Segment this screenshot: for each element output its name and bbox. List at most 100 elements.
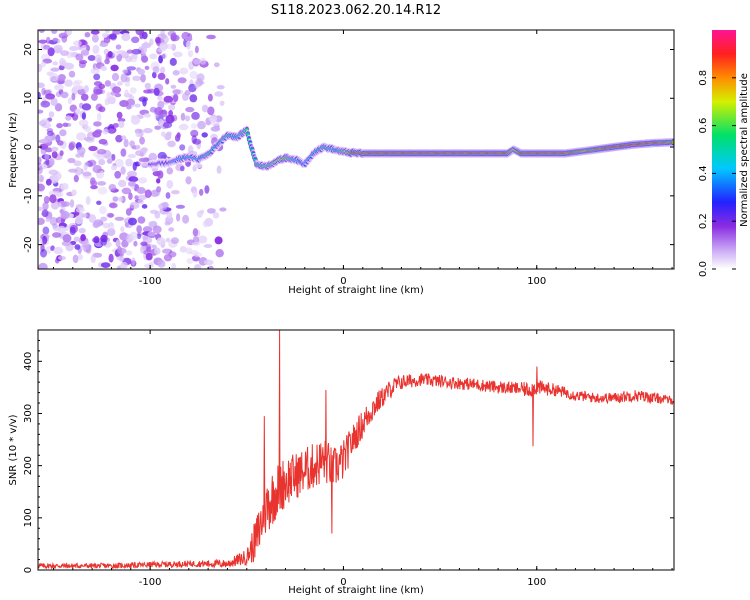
- noise-speckle: [185, 247, 193, 255]
- noise-speckle: [167, 140, 176, 148]
- spectrogram-xlabel: Height of straight line (km): [288, 285, 424, 296]
- noise-speckle: [50, 76, 57, 81]
- noise-speckle: [145, 253, 153, 261]
- noise-speckle: [107, 96, 116, 105]
- snr-panel: -100 0 100 0 100 200 300 400 Height of straight…: [8, 329, 675, 596]
- noise-speckle: [54, 191, 61, 196]
- noise-speckle: [97, 181, 107, 186]
- noise-speckle: [59, 129, 67, 137]
- noise-speckle: [193, 58, 201, 65]
- noise-speckle: [164, 221, 171, 226]
- noise-speckle: [93, 235, 100, 244]
- noise-speckle: [196, 73, 205, 82]
- noise-speckle: [149, 53, 158, 60]
- noise-speckle: [116, 265, 122, 269]
- noise-speckle: [177, 77, 187, 84]
- noise-speckle: [107, 51, 113, 58]
- noise-speckle: [210, 121, 221, 127]
- noise-speckle: [100, 238, 108, 246]
- noise-speckle: [131, 257, 136, 266]
- noise-speckle: [148, 221, 158, 228]
- noise-speckle: [128, 176, 139, 183]
- noise-speckle: [125, 55, 133, 63]
- noise-speckle: [165, 114, 175, 124]
- noise-speckle: [82, 171, 92, 180]
- noise-speckle: [75, 108, 81, 115]
- noise-speckle: [137, 68, 146, 75]
- noise-speckle: [90, 185, 98, 190]
- noise-speckle: [185, 115, 190, 122]
- noise-speckle: [93, 121, 102, 127]
- noise-speckle: [180, 165, 185, 172]
- noise-speckle: [71, 93, 76, 101]
- noise-speckle: [42, 235, 48, 245]
- noise-speckle: [121, 135, 127, 140]
- noise-speckle: [97, 186, 108, 195]
- noise-speckle: [88, 145, 98, 152]
- noise-speckle: [61, 201, 70, 207]
- noise-speckle: [93, 219, 103, 227]
- noise-speckle: [74, 244, 81, 250]
- noise-speckle: [127, 181, 136, 187]
- noise-speckle: [73, 160, 82, 167]
- noise-speckle: [137, 199, 144, 205]
- noise-speckle: [65, 115, 72, 121]
- noise-speckle: [40, 100, 51, 108]
- noise-speckle: [149, 209, 159, 214]
- noise-speckle: [48, 169, 59, 176]
- noise-speckle: [139, 147, 148, 155]
- noise-speckle: [144, 65, 150, 70]
- noise-speckle: [38, 63, 43, 72]
- noise-speckle: [110, 64, 119, 72]
- noise-speckle: [136, 233, 142, 240]
- noise-speckle: [62, 234, 72, 243]
- noise-speckle: [136, 225, 142, 234]
- noise-speckle: [125, 250, 133, 256]
- noise-speckle: [59, 150, 64, 157]
- noise-speckle: [179, 67, 189, 75]
- noise-speckle: [192, 228, 199, 237]
- y-tick-label: -20: [23, 236, 34, 252]
- noise-speckle: [54, 103, 63, 112]
- noise-speckle: [45, 246, 52, 254]
- noise-speckle: [83, 164, 88, 171]
- spectrogram-plot-area: [38, 30, 674, 269]
- noise-speckle: [117, 81, 123, 86]
- y-tick-label: 100: [23, 508, 34, 527]
- noise-speckle: [52, 37, 59, 42]
- noise-speckle: [81, 213, 88, 218]
- noise-speckle: [99, 42, 108, 48]
- noise-speckle: [57, 225, 66, 234]
- x-tick-label: 0: [340, 276, 346, 287]
- noise-speckle: [114, 93, 122, 98]
- noise-speckle: [137, 194, 148, 200]
- noise-speckle: [52, 232, 61, 238]
- noise-speckle: [38, 206, 44, 211]
- noise-speckle: [158, 202, 168, 211]
- noise-speckle: [142, 235, 149, 241]
- noise-speckle: [134, 103, 141, 108]
- noise-speckle: [40, 248, 47, 258]
- y-tick-label: 300: [23, 404, 34, 423]
- noise-speckle: [160, 35, 169, 44]
- noise-speckle: [125, 208, 132, 216]
- noise-speckle: [94, 54, 102, 63]
- noise-speckle: [38, 183, 46, 192]
- noise-speckle: [141, 204, 148, 209]
- noise-speckle: [144, 189, 152, 198]
- noise-speckle: [50, 67, 60, 72]
- noise-speckle: [165, 192, 171, 199]
- noise-speckle: [48, 111, 55, 118]
- noise-speckle: [157, 100, 165, 109]
- y-tick-label: 0: [23, 144, 34, 150]
- noise-speckle: [131, 36, 140, 44]
- noise-speckle: [194, 264, 202, 269]
- noise-speckle: [60, 50, 69, 56]
- noise-speckle: [42, 201, 49, 211]
- colorbar-tick-label: 0.0: [698, 261, 709, 277]
- noise-speckle: [85, 44, 90, 52]
- noise-speckle: [146, 88, 156, 94]
- noise-speckle: [90, 30, 100, 35]
- noise-speckle: [60, 210, 70, 220]
